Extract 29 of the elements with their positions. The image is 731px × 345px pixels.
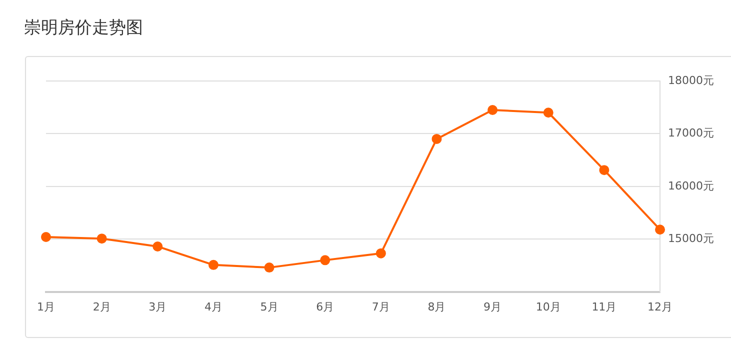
point xyxy=(152,241,163,252)
chart-title: 崇明房价走势图 xyxy=(24,17,143,39)
x-tick-label: 4月 xyxy=(204,300,222,314)
point xyxy=(599,165,610,176)
point xyxy=(488,104,498,115)
point xyxy=(208,260,218,270)
point xyxy=(320,255,330,266)
point xyxy=(264,262,274,273)
y-tick-label: 17000元 xyxy=(668,126,714,140)
x-tick-label: 12月 xyxy=(648,300,673,314)
x-tick-label: 6月 xyxy=(316,300,334,314)
point xyxy=(41,232,51,242)
y-tick-label: 15000元 xyxy=(668,232,714,245)
x-tick-label: 8月 xyxy=(428,300,446,314)
x-tick-label: 7月 xyxy=(372,300,390,314)
x-tick-label: 1月 xyxy=(37,300,55,314)
y-tick-label: 18000元 xyxy=(668,74,714,87)
x-tick-label: 3月 xyxy=(148,300,167,314)
y-tick-label: 16000元 xyxy=(668,179,714,192)
point xyxy=(543,108,554,118)
point xyxy=(432,134,442,144)
x-tick-label: 11月 xyxy=(592,300,617,314)
point xyxy=(96,234,107,244)
x-tick-label: 2月 xyxy=(92,300,111,314)
x-tick-label: 5月 xyxy=(260,300,278,314)
point xyxy=(376,248,386,258)
point xyxy=(655,224,666,235)
x-tick-label: 9月 xyxy=(484,300,502,314)
x-tick-label: 10月 xyxy=(536,300,561,314)
